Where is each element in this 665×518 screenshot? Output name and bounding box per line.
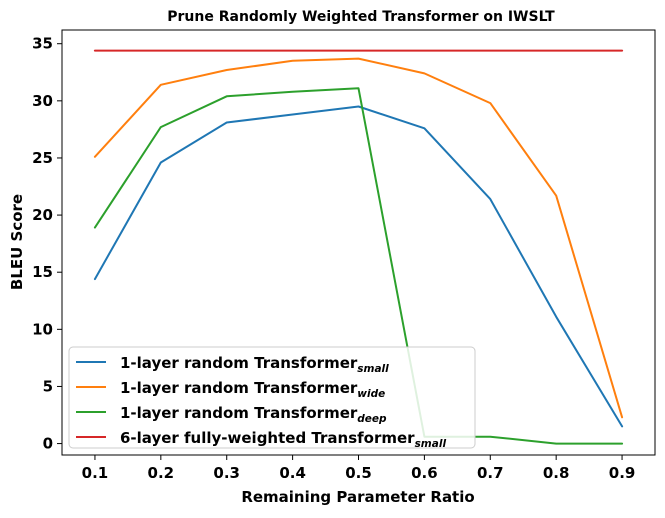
series-line-wide-1	[93, 57, 624, 419]
x-tick-label: 0.7	[477, 464, 504, 482]
series-line-deep-2	[93, 87, 624, 445]
x-tick-label: 0.2	[148, 464, 175, 482]
legend-label: 1-layer random Transformersmall	[120, 354, 389, 375]
legend: 1-layer random Transformersmall 1-layer r…	[68, 346, 476, 450]
y-tick-label: 20	[32, 206, 53, 224]
y-tick-label: 30	[32, 92, 53, 110]
x-axis: 0.1 0.2 0.3 0.4 0.5 0.6 0.7 0.8 0.9	[82, 455, 636, 482]
x-axis-title: Remaining Parameter Ratio	[241, 488, 474, 506]
y-tick-label: 15	[32, 263, 53, 281]
y-tick-label: 10	[32, 320, 53, 338]
legend-label: 1-layer random Transformerwide	[120, 379, 385, 400]
chart-title: Prune Randomly Weighted Transformer on I…	[167, 9, 555, 25]
y-tick-label: 0	[43, 435, 53, 453]
y-tick-label: 35	[32, 35, 53, 53]
x-tick-label: 0.5	[345, 464, 372, 482]
x-tick-label: 0.3	[213, 464, 240, 482]
x-tick-label: 0.1	[82, 464, 109, 482]
x-tick-label: 0.4	[279, 464, 306, 482]
x-tick-label: 0.9	[609, 464, 636, 482]
x-tick-label: 0.8	[543, 464, 570, 482]
legend-label: 1-layer random Transformerdeep	[120, 404, 387, 425]
legend-frame	[68, 346, 476, 449]
legend-label: 6-layer fully-weighted Transformersmall	[120, 429, 446, 450]
series-layer	[93, 49, 624, 445]
y-axis-title: BLEU Score	[8, 194, 26, 290]
x-tick-label: 0.6	[411, 464, 438, 482]
y-axis: 0 5 10 15 20 25 30 35	[32, 35, 62, 453]
series-line-small-0	[93, 105, 624, 428]
y-tick-label: 25	[32, 149, 53, 167]
y-tick-label: 5	[43, 377, 53, 395]
